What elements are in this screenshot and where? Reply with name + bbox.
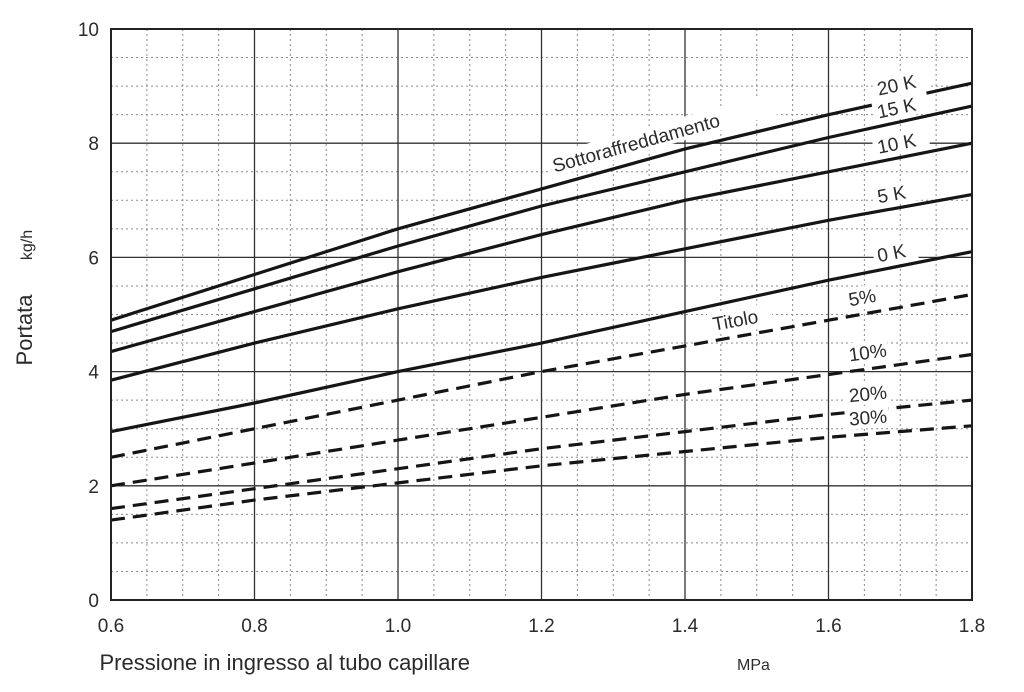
- y-tick-label: 10: [78, 20, 99, 41]
- curve-label-group: 20%: [843, 380, 890, 408]
- curve-label-group: 10%: [843, 338, 890, 367]
- x-axis-title: Pressione in ingresso al tubo capillare: [99, 650, 470, 675]
- curve-label-group: 5 K: [871, 178, 919, 208]
- plot-frame: [110, 28, 973, 601]
- series-line: [110, 104, 973, 334]
- y-axis-title: Portata: [12, 294, 37, 366]
- curve-label-background: [871, 178, 919, 208]
- tick-labels: 0.6 0.8 1.0 1.2 1.4 1.6 1.8 0 2 4 6 8 10: [78, 20, 985, 637]
- series-line: [110, 81, 973, 322]
- curve-label-background: [843, 338, 890, 367]
- series-line: [110, 292, 973, 459]
- x-tick-label: 0.8: [241, 616, 267, 637]
- x-tick-label: 1.0: [385, 616, 411, 637]
- curve-label-background: [871, 89, 931, 124]
- curve-label: 5%: [847, 286, 878, 312]
- curve-label: 20%: [848, 383, 888, 408]
- curve-label-group: 30%: [844, 404, 890, 431]
- x-tick-label: 1.4: [672, 616, 699, 637]
- x-tick-label: 1.6: [815, 616, 841, 637]
- curve-label: 10%: [848, 340, 889, 366]
- series-line: [110, 398, 973, 511]
- group-label-group: Titolo: [706, 302, 774, 336]
- y-tick-label: 8: [88, 134, 99, 155]
- y-tick-label: 0: [88, 591, 99, 612]
- group-label-background: [544, 89, 787, 178]
- x-tick-label: 1.2: [528, 616, 554, 637]
- y-tick-label: 2: [88, 477, 99, 498]
- series-line: [110, 193, 973, 382]
- curve-label-background: [871, 66, 931, 101]
- x-tick-label: 1.8: [959, 616, 985, 637]
- curve-label-background: [842, 283, 879, 312]
- curve-label: 30%: [848, 407, 888, 431]
- curve-label-background: [871, 125, 931, 159]
- curve-label-group: 5%: [842, 283, 879, 312]
- group-label-background: [706, 302, 774, 336]
- series-line: [110, 424, 973, 522]
- series-group: [110, 81, 973, 522]
- curve-label-background: [843, 380, 890, 407]
- curve-label-background: [844, 404, 890, 430]
- y-axis-title-group: Portata: [12, 294, 37, 366]
- y-axis-unit: kg/h: [19, 230, 36, 260]
- y-axis-unit-group: kg/h: [19, 230, 36, 260]
- series-line: [110, 352, 973, 488]
- y-tick-label: 4: [88, 363, 99, 384]
- series-line: [110, 141, 973, 354]
- curve-label: 5 K: [876, 182, 908, 208]
- series-line: [110, 250, 973, 434]
- curve-label-background: [871, 236, 919, 268]
- x-axis-unit: MPa: [737, 657, 770, 674]
- y-tick-label: 6: [88, 248, 99, 269]
- curve-label-group: 20 K: [871, 66, 931, 101]
- x-tick-label: 0.6: [98, 616, 124, 637]
